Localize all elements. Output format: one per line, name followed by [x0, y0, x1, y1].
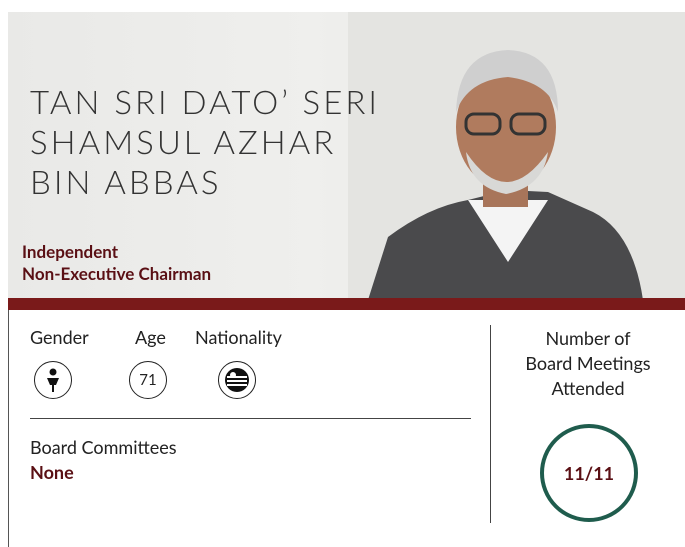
age-value: 71: [139, 371, 157, 389]
role-line: Non-Executive Chairman: [22, 263, 212, 284]
gender-icon: [34, 361, 72, 399]
age-circle: 71: [129, 361, 167, 399]
committees-label: Board Committees: [30, 436, 177, 458]
meetings-label: Number of Board Meetings Attended: [498, 326, 678, 401]
attendance-circle: 11/11: [540, 424, 638, 522]
attendance-value: 11/11: [563, 462, 615, 484]
role-line: Independent: [22, 241, 119, 262]
separator: [30, 418, 471, 419]
meetings-label-line: Number of: [545, 327, 631, 349]
flag-icon: [225, 368, 249, 392]
name-line: BIN ABBAS: [30, 162, 222, 202]
nationality-icon: [218, 361, 256, 399]
gender-label: Gender: [30, 326, 89, 348]
age-label: Age: [135, 326, 166, 348]
left-border: [8, 310, 9, 547]
nationality-label: Nationality: [195, 326, 282, 348]
hero: TAN SRI DATO’ SERI SHAMSUL AZHAR BIN ABB…: [8, 12, 685, 300]
name-line: SHAMSUL AZHAR: [30, 122, 337, 162]
meetings-label-line: Board Meetings: [525, 352, 651, 374]
person-icon: [47, 368, 59, 392]
divider-bar: [8, 298, 685, 310]
vertical-divider: [490, 325, 491, 523]
name-line: TAN SRI DATO’ SERI: [30, 82, 380, 122]
meetings-label-line: Attended: [551, 377, 625, 399]
portrait: [348, 12, 685, 300]
committees-value: None: [30, 461, 74, 483]
